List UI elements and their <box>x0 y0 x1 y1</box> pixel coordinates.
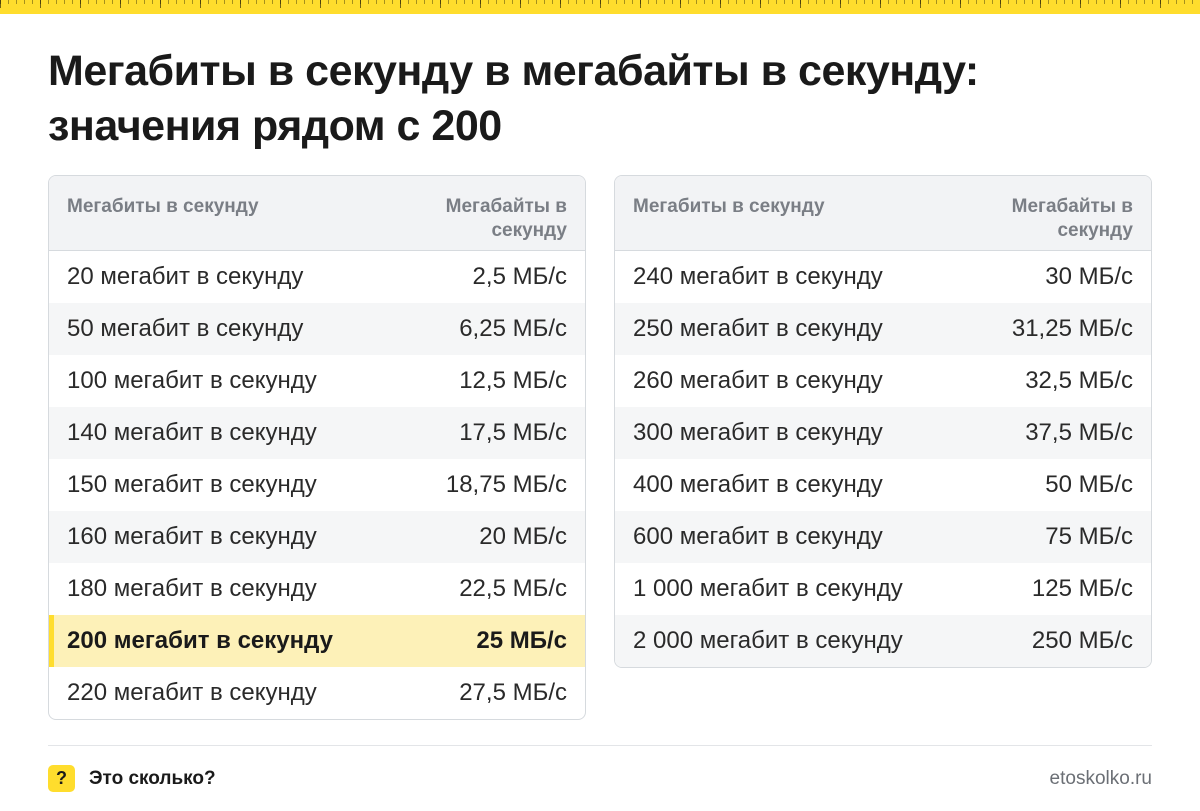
cell-mbyte: 250 МБ/с <box>1031 627 1133 654</box>
ruler-decoration <box>0 0 1200 14</box>
cell-mbyte: 125 МБ/с <box>1031 575 1133 602</box>
header-mbit: Мегабиты в секунду <box>633 196 825 217</box>
table-row-highlighted: 200 мегабит в секунду 25 МБ/с <box>49 615 585 667</box>
cell-mbyte: 50 МБ/с <box>1045 471 1133 498</box>
cell-mbyte: 30 МБ/с <box>1045 263 1133 290</box>
table-body: 240 мегабит в секунду 30 МБ/с 250 мегабит … <box>615 251 1151 667</box>
footer-divider <box>48 745 1152 746</box>
title-line-2: значения рядом с 200 <box>48 102 502 150</box>
cell-mbit: 400 мегабит в секунду <box>633 471 883 498</box>
cell-mbyte: 12,5 МБ/с <box>459 367 567 394</box>
table-row: 220 мегабит в секунду 27,5 МБ/с <box>49 667 585 719</box>
table-row: 250 мегабит в секунду 31,25 МБ/с <box>615 303 1151 355</box>
cell-mbyte: 25 МБ/с <box>476 627 567 654</box>
cell-mbit: 150 мегабит в секунду <box>67 471 317 498</box>
cell-mbit: 600 мегабит в секунду <box>633 523 883 550</box>
table-header: Мегабиты в секунду Мегабайты в секунду <box>615 176 1151 251</box>
table-row: 260 мегабит в секунду 32,5 МБ/с <box>615 355 1151 407</box>
cell-mbit: 2 000 мегабит в секунду <box>633 627 903 654</box>
question-mark-icon: ? <box>48 765 75 792</box>
table-row: 160 мегабит в секунду 20 МБ/с <box>49 511 585 563</box>
cell-mbyte: 6,25 МБ/с <box>459 315 567 342</box>
cell-mbit: 160 мегабит в секунду <box>67 523 317 550</box>
cell-mbit: 200 мегабит в секунду <box>67 627 334 654</box>
cell-mbyte: 22,5 МБ/с <box>459 575 567 602</box>
cell-mbyte: 20 МБ/с <box>479 523 567 550</box>
cell-mbyte: 27,5 МБ/с <box>459 679 567 706</box>
table-row: 600 мегабит в секунду 75 МБ/с <box>615 511 1151 563</box>
table-row: 240 мегабит в секунду 30 МБ/с <box>615 251 1151 303</box>
table-row: 100 мегабит в секунду 12,5 МБ/с <box>49 355 585 407</box>
header-mbyte: Мегабайты в секунду <box>1011 196 1133 241</box>
conversion-table-left: Мегабиты в секунду Мегабайты в секунду 2… <box>48 175 586 720</box>
table-row: 180 мегабит в секунду 22,5 МБ/с <box>49 563 585 615</box>
page-title: Мегабиты в секунду в мегабайты в секунду… <box>48 44 1158 154</box>
table-row: 300 мегабит в секунду 37,5 МБ/с <box>615 407 1151 459</box>
cell-mbit: 250 мегабит в секунду <box>633 315 883 342</box>
brand[interactable]: ? Это сколько? <box>48 765 216 792</box>
table-row: 400 мегабит в секунду 50 МБ/с <box>615 459 1151 511</box>
cell-mbit: 1 000 мегабит в секунду <box>633 575 903 602</box>
table-row: 50 мегабит в секунду 6,25 МБ/с <box>49 303 585 355</box>
cell-mbyte: 2,5 МБ/с <box>472 263 567 290</box>
cell-mbit: 50 мегабит в секунду <box>67 315 304 342</box>
table-row: 20 мегабит в секунду 2,5 МБ/с <box>49 251 585 303</box>
cell-mbit: 220 мегабит в секунду <box>67 679 317 706</box>
cell-mbyte: 32,5 МБ/с <box>1025 367 1133 394</box>
table-body: 20 мегабит в секунду 2,5 МБ/с 50 мегабит в… <box>49 251 585 719</box>
table-header: Мегабиты в секунду Мегабайты в секунду <box>49 176 585 251</box>
cell-mbit: 100 мегабит в секунду <box>67 367 317 394</box>
cell-mbyte: 37,5 МБ/с <box>1025 419 1133 446</box>
cell-mbit: 300 мегабит в секунду <box>633 419 883 446</box>
header-mbyte: Мегабайты в секунду <box>445 196 567 241</box>
cell-mbit: 180 мегабит в секунду <box>67 575 317 602</box>
cell-mbyte: 31,25 МБ/с <box>1011 315 1133 342</box>
cell-mbit: 140 мегабит в секунду <box>67 419 317 446</box>
cell-mbyte: 75 МБ/с <box>1045 523 1133 550</box>
cell-mbit: 260 мегабит в секунду <box>633 367 883 394</box>
title-line-1: Мегабиты в секунду в мегабайты в секунду… <box>48 47 979 95</box>
table-row: 150 мегабит в секунду 18,75 МБ/с <box>49 459 585 511</box>
cell-mbyte: 18,75 МБ/с <box>445 471 567 498</box>
cell-mbit: 240 мегабит в секунду <box>633 263 883 290</box>
table-row: 2 000 мегабит в секунду 250 МБ/с <box>615 615 1151 667</box>
cell-mbyte: 17,5 МБ/с <box>459 419 567 446</box>
site-link[interactable]: etoskolko.ru <box>1049 768 1152 789</box>
conversion-table-right: Мегабиты в секунду Мегабайты в секунду 2… <box>614 175 1152 668</box>
table-row: 140 мегабит в секунду 17,5 МБ/с <box>49 407 585 459</box>
header-mbit: Мегабиты в секунду <box>67 196 259 217</box>
table-row: 1 000 мегабит в секунду 125 МБ/с <box>615 563 1151 615</box>
cell-mbit: 20 мегабит в секунду <box>67 263 304 290</box>
brand-name: Это сколько? <box>89 767 216 789</box>
